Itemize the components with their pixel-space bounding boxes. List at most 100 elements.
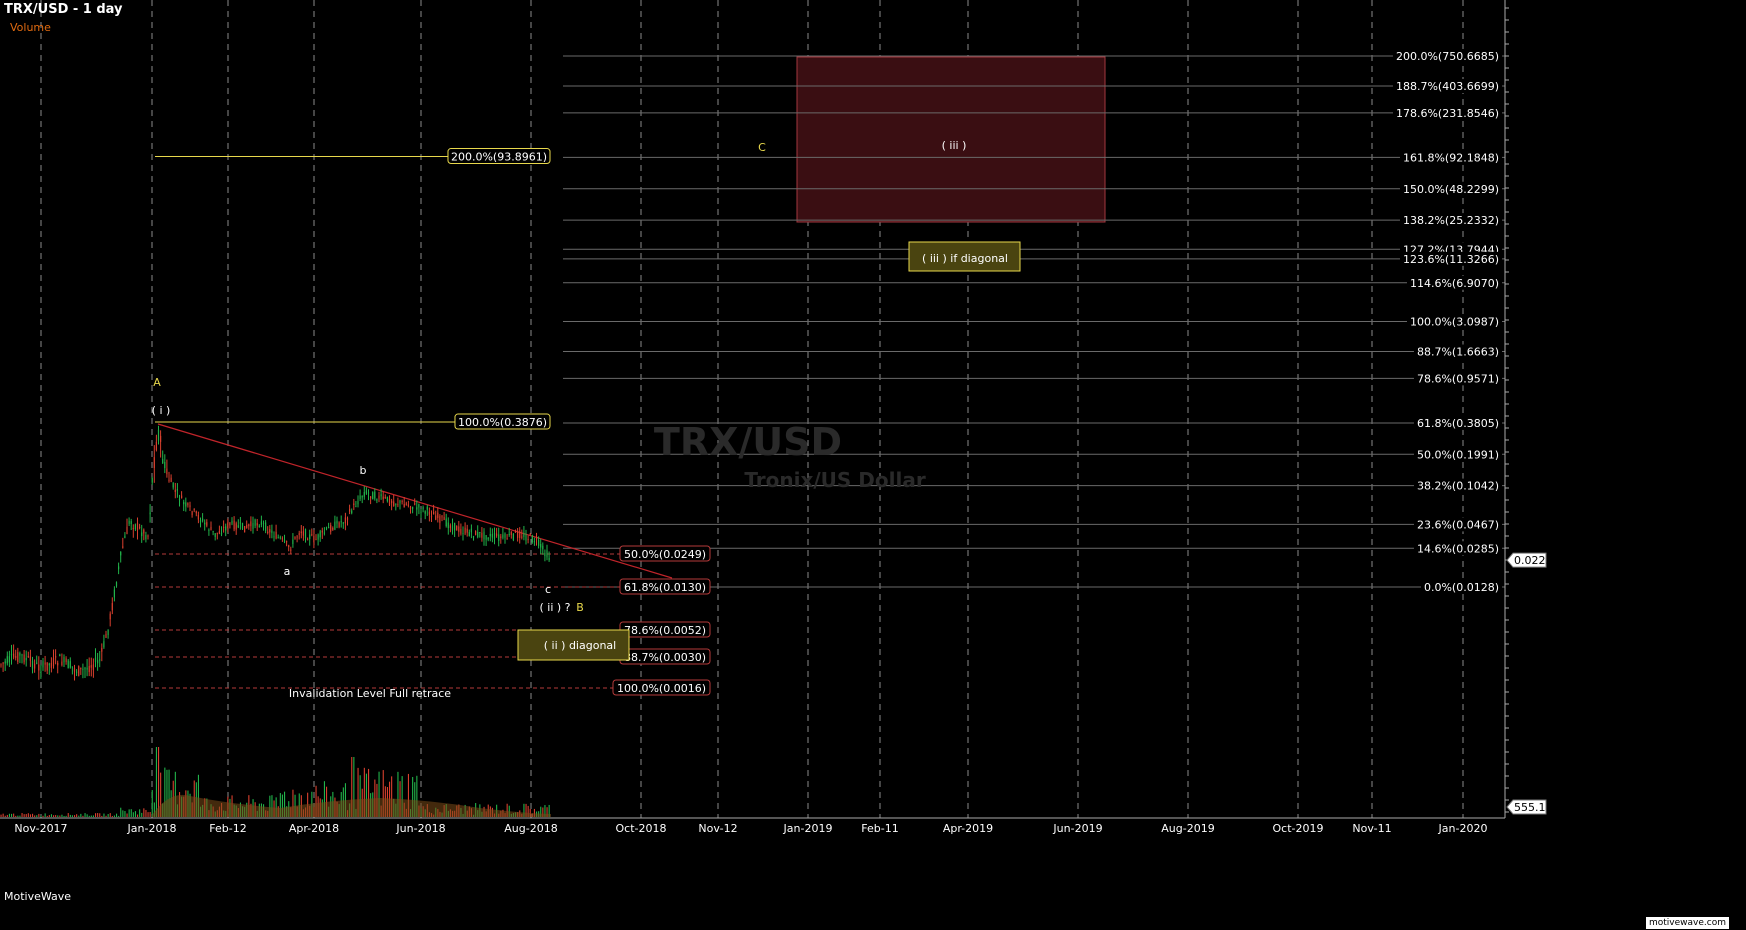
candle-body (134, 524, 136, 530)
volume-bar (130, 809, 132, 817)
x-axis-tick-label: Nov-11 (1352, 822, 1391, 835)
volume-bar (132, 812, 134, 817)
candle-body (317, 534, 319, 540)
candle-body (260, 521, 262, 525)
candle-body (456, 525, 458, 531)
fib-level-label: 78.6%(0.9571) (1417, 372, 1499, 385)
volume-bar (351, 757, 353, 817)
candle-body (309, 534, 311, 540)
volume-bar (95, 813, 97, 817)
candle-body (4, 661, 6, 664)
volume-bar (88, 815, 90, 817)
candle-body (160, 435, 162, 442)
volume-bar (155, 747, 157, 817)
volume-bar (74, 815, 76, 817)
candle-body (332, 527, 334, 530)
candle-body (414, 503, 416, 505)
candle-body (510, 531, 512, 535)
volume-bar (544, 805, 546, 817)
retrace-label: 61.8%(0.0130) (624, 581, 706, 594)
candle-body (48, 663, 50, 666)
candle-body (8, 656, 10, 663)
candle-body (372, 492, 374, 500)
candle-body (382, 496, 384, 500)
volume-bar (55, 815, 57, 817)
candle-body (57, 662, 59, 666)
candle-body (296, 536, 298, 538)
candle-body (493, 533, 496, 539)
volume-bar (391, 776, 393, 817)
volume-bar (120, 807, 122, 817)
fib-label-bg (1413, 517, 1502, 532)
volume-bar (46, 815, 48, 817)
candle-body (458, 526, 460, 532)
volume-bar (281, 794, 283, 817)
candle-body (193, 509, 195, 511)
candle-body (92, 664, 94, 670)
candle-body (6, 656, 8, 664)
volume-bar (36, 815, 38, 817)
volume-bar (137, 814, 139, 817)
candle-body (481, 532, 483, 538)
fib-level-label: 161.8%(92.1848) (1403, 151, 1499, 164)
volume-bar (25, 814, 27, 817)
candle-body (403, 503, 405, 508)
candle-body (538, 539, 540, 546)
fib-label-bg (1406, 275, 1502, 290)
candle-body (78, 666, 80, 676)
fib-level-label: 123.6%(11.3266) (1403, 253, 1499, 266)
candle-body (449, 525, 451, 528)
volume-bar (323, 781, 325, 817)
candle-body (122, 546, 124, 548)
candle-body (376, 499, 378, 501)
candle-body (380, 494, 382, 497)
candle-body (214, 533, 216, 537)
candle-body (323, 532, 325, 534)
chart-title: TRX/USD - 1 day (4, 2, 123, 17)
volume-bar (50, 814, 52, 817)
candle-body (290, 549, 292, 551)
volume-bar (84, 813, 86, 817)
candle-body (286, 541, 288, 543)
volume-bar (416, 775, 418, 817)
iii-diagonal-box (908, 241, 1021, 272)
candle-body (384, 497, 386, 499)
fib-label-bg (1413, 478, 1502, 493)
candle-body (361, 495, 363, 498)
candle-body (330, 525, 332, 532)
candle-body (40, 671, 42, 673)
candle-body (498, 534, 500, 541)
fib-label-bg (1392, 79, 1502, 94)
candle-body (424, 511, 426, 514)
candle-body (195, 511, 197, 514)
candle-body (294, 536, 296, 539)
candle-body (42, 661, 44, 668)
fib-level-label: 138.2%(25.2332) (1403, 214, 1499, 227)
wave-label-b: b (360, 464, 367, 477)
candle-body (355, 505, 357, 507)
retrace-label-box (612, 679, 711, 696)
candle-body (346, 517, 349, 521)
candle-body (233, 520, 235, 530)
candle-body (433, 511, 435, 515)
wave-label-A: A (153, 376, 161, 389)
candle-body (38, 664, 40, 671)
candle-body (529, 534, 531, 536)
volume-bar (126, 813, 128, 817)
fib-label-bg (1392, 49, 1502, 63)
candle-body (338, 522, 340, 527)
volume-bars (0, 747, 551, 817)
candle-body (229, 522, 231, 526)
candle-body (428, 511, 430, 515)
candle-body (273, 536, 275, 538)
candle-body (105, 633, 107, 638)
x-axis-tick-label: Nov-12 (698, 822, 737, 835)
candle-body (50, 662, 52, 668)
candle-body (479, 531, 481, 533)
fib-level-label: 14.6%(0.0285) (1417, 542, 1499, 555)
candle-body (80, 667, 82, 670)
candle-body (445, 518, 447, 527)
x-axis-tick-label: Apr-2018 (289, 822, 339, 835)
candle-body (349, 508, 351, 512)
